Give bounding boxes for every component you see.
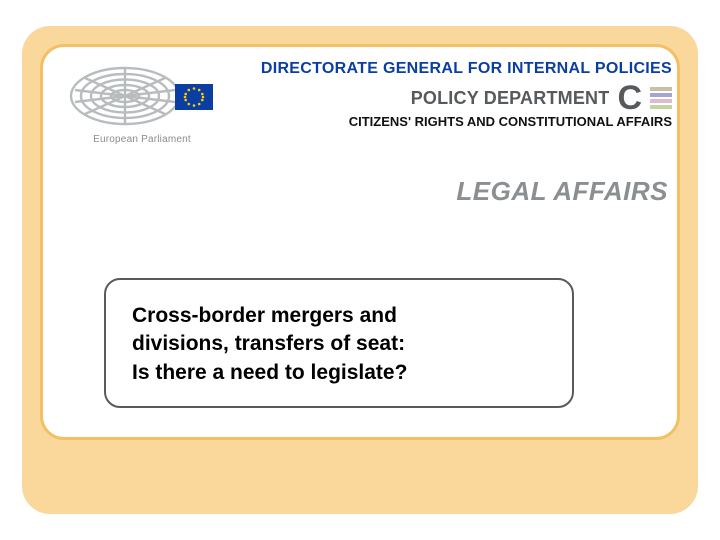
stripe-3: [650, 99, 672, 103]
stripe-1: [650, 87, 672, 91]
ep-logo-caption: European Parliament: [93, 134, 191, 145]
policy-dept-row: POLICY DEPARTMENT C: [246, 84, 672, 112]
title-text: Cross-border mergers and divisions, tran…: [132, 302, 546, 387]
ep-logo-block: European Parliament: [62, 62, 222, 145]
ep-logo-icon: [67, 62, 217, 130]
legal-affairs-heading: LEGAL AFFAIRS: [456, 176, 668, 207]
stripe-4: [650, 105, 672, 109]
title-line-3: Is there a need to legislate?: [132, 361, 407, 384]
dept-letter: C: [617, 84, 642, 112]
citizens-line: CITIZENS' RIGHTS AND CONSTITUTIONAL AFFA…: [246, 114, 672, 129]
title-line-1: Cross-border mergers and: [132, 304, 397, 327]
title-box: Cross-border mergers and divisions, tran…: [104, 278, 574, 408]
stripe-icon: [650, 87, 672, 109]
slide-root: European Parliament DIRECTORATE GENERAL …: [0, 0, 720, 540]
dg-title: DIRECTORATE GENERAL FOR INTERNAL POLICIE…: [246, 60, 672, 78]
title-line-2: divisions, transfers of seat:: [132, 332, 405, 355]
policy-dept-label: POLICY DEPARTMENT: [411, 88, 610, 109]
stripe-2: [650, 93, 672, 97]
header-block: DIRECTORATE GENERAL FOR INTERNAL POLICIE…: [246, 60, 672, 129]
